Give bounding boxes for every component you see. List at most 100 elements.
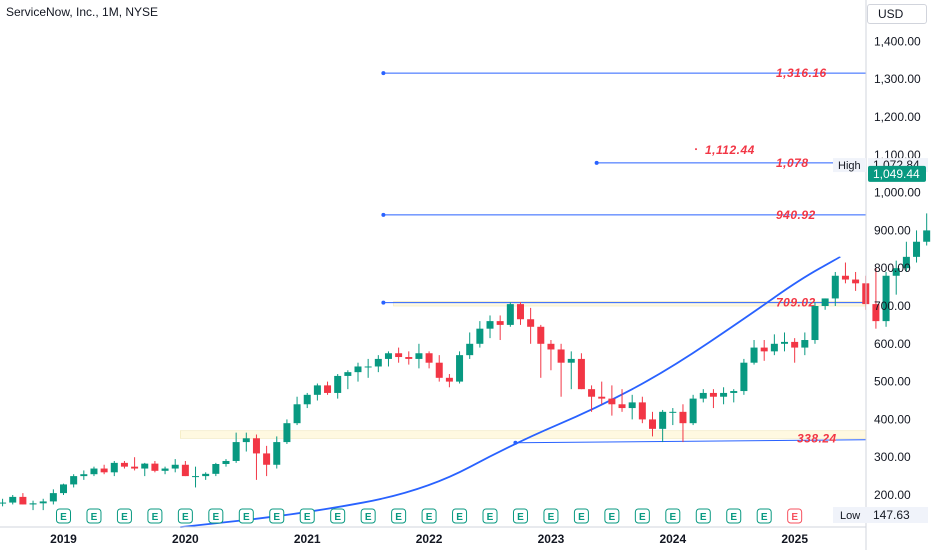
earnings-letter: E: [395, 512, 402, 523]
candle: [252, 434, 260, 480]
high-label: High: [838, 160, 861, 172]
candle: [456, 351, 464, 384]
earnings-marker: E: [787, 508, 803, 524]
earnings-marker: E: [208, 508, 224, 524]
candle-body: [293, 404, 301, 424]
earnings-letter: E: [548, 512, 555, 523]
candle-body: [902, 256, 910, 269]
earnings-marker: E: [695, 508, 711, 524]
candle: [588, 385, 596, 412]
candle-body: [110, 462, 118, 473]
earnings-letter: E: [578, 512, 585, 523]
earnings-letter: E: [609, 512, 616, 523]
candle-body: [618, 404, 626, 409]
candle: [313, 383, 321, 401]
candle: [273, 436, 281, 469]
candle-body: [527, 319, 535, 327]
candle: [171, 459, 179, 473]
candle-body: [588, 389, 596, 397]
candle: [567, 351, 575, 390]
candle: [913, 230, 921, 263]
candle-body: [192, 476, 200, 478]
candle-body: [648, 419, 656, 429]
price-zones: [179, 301, 867, 439]
candle: [506, 302, 514, 327]
candle-body: [791, 341, 799, 348]
earnings-marker: E: [269, 508, 285, 524]
candle: [770, 334, 778, 356]
level-label: 709.02: [776, 296, 816, 310]
candle: [801, 332, 809, 356]
candle-body: [232, 442, 240, 461]
candle: [395, 347, 403, 363]
candlesticks: [0, 213, 931, 511]
candle: [334, 374, 342, 399]
candle-body: [669, 411, 677, 413]
candle: [537, 324, 545, 378]
candle-body: [151, 463, 159, 471]
candle-body: [141, 463, 149, 469]
candle: [821, 298, 829, 310]
x-tick-label: 2019: [50, 532, 77, 546]
earnings-letter: E: [700, 512, 707, 523]
candle: [80, 470, 88, 480]
candle-body: [395, 353, 403, 358]
x-tick-label: 2024: [659, 532, 686, 546]
earnings-letter: E: [487, 512, 494, 523]
candle: [618, 389, 626, 412]
level-anchor: [381, 300, 386, 305]
candle: [60, 483, 68, 495]
candle-body: [181, 464, 189, 477]
earnings-marker: E: [726, 508, 742, 524]
candle: [100, 464, 108, 475]
candle-body: [19, 496, 27, 505]
candle: [161, 466, 169, 475]
currency-selector[interactable]: USD: [867, 4, 927, 24]
candle: [882, 271, 890, 327]
earnings-box: [756, 508, 772, 524]
candle-body: [29, 503, 37, 505]
earnings-box: [56, 508, 72, 524]
candle-body: [364, 366, 372, 368]
earnings-marker: E: [86, 508, 102, 524]
candle-body: [354, 366, 362, 373]
candle-body: [415, 353, 423, 359]
candle-body: [131, 466, 139, 469]
candle-body: [334, 375, 342, 393]
y-tick-label: 700.00: [874, 299, 911, 313]
level-label: 1,078: [776, 156, 809, 170]
candle-body: [730, 391, 738, 393]
earnings-marker: E: [116, 508, 132, 524]
candle-body: [70, 476, 78, 485]
candle: [354, 362, 362, 382]
candle-body: [821, 298, 829, 306]
candle: [445, 374, 453, 388]
candle-body: [405, 357, 413, 359]
candle: [841, 262, 849, 284]
candle: [831, 271, 839, 306]
low-label-bg: [833, 507, 928, 523]
earnings-box: [787, 508, 803, 524]
candle: [791, 338, 799, 363]
candle-body: [466, 343, 474, 356]
candle-body: [445, 377, 453, 382]
candle-body: [39, 501, 47, 504]
candle: [9, 495, 17, 505]
candle: [892, 260, 900, 295]
candle: [70, 474, 78, 488]
candle-body: [425, 353, 433, 363]
earnings-box: [116, 508, 132, 524]
earnings-marker: E: [177, 508, 193, 524]
earnings-letter: E: [426, 512, 433, 523]
candle: [516, 302, 524, 325]
earnings-letter: E: [212, 512, 219, 523]
candle-body: [923, 230, 931, 242]
candle-body: [770, 343, 778, 352]
candle-body: [283, 423, 291, 443]
earnings-box: [208, 508, 224, 524]
candle-body: [476, 328, 484, 344]
x-tick-label: 2025: [781, 532, 808, 546]
candle-body: [679, 411, 687, 424]
